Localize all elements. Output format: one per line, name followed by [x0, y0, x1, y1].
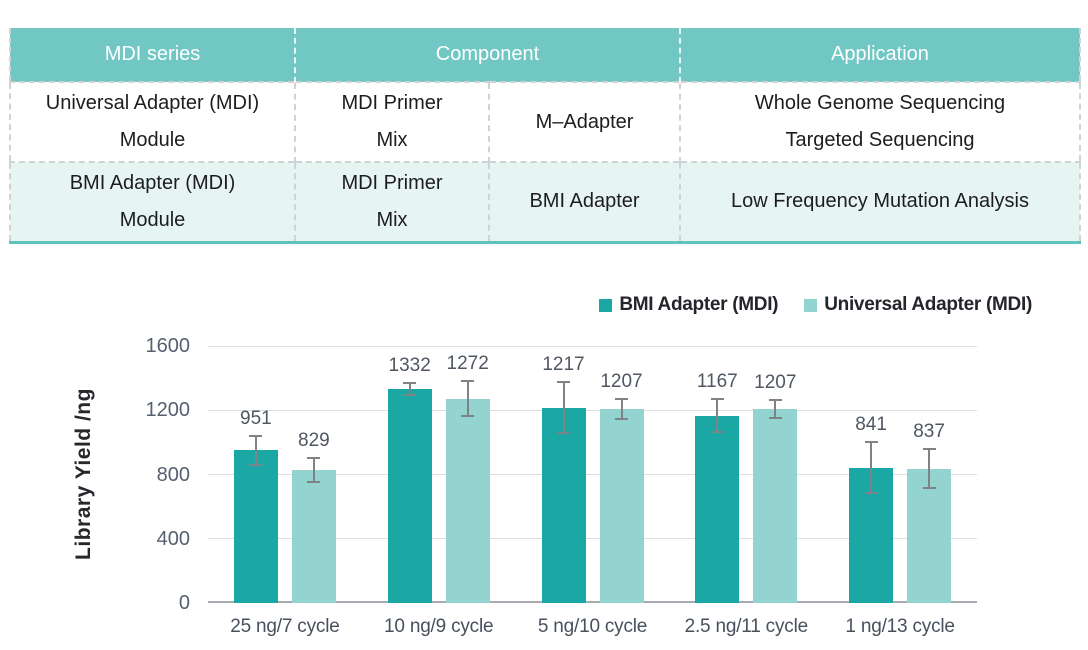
cell-series: BMI Adapter (MDI) Module [10, 161, 295, 242]
error-bar-cap [307, 480, 321, 483]
bar-value-label: 1207 [600, 370, 643, 392]
cell-component-1: MDI Primer Mix [294, 161, 489, 242]
error-bar-cap [557, 432, 570, 435]
bar [907, 468, 952, 603]
mdi-module-table: MDI series Component Application Univers… [9, 28, 1081, 244]
error-bar [928, 448, 931, 489]
error-bar-cap [864, 441, 878, 444]
y-tick-label: 1600 [145, 335, 191, 357]
header-mdi-series: MDI series [10, 28, 295, 82]
error-bar-cap [615, 397, 628, 400]
legend-label: BMI Adapter (MDI) [619, 294, 779, 315]
legend-swatch-icon [804, 298, 818, 312]
error-bar [562, 381, 565, 435]
x-tick-label: 2.5 ng/11 cycle [684, 616, 809, 637]
error-bar-cap [710, 431, 724, 434]
gridline [208, 474, 977, 475]
cell-component-2: BMI Adapter [488, 161, 680, 242]
bar [599, 409, 644, 603]
bar [387, 389, 432, 603]
table-header-row: MDI series Component Application [10, 28, 1080, 82]
plot-area: 951 829 1332 1272 1217 1207 1167 1207 841 837 [208, 345, 977, 603]
cell-component-2: M–Adapter [488, 81, 680, 162]
gridline [208, 409, 977, 411]
error-bar [620, 397, 623, 421]
x-axis-line [208, 601, 977, 603]
error-bar-cap [922, 448, 936, 451]
legend-swatch-icon [599, 298, 613, 312]
error-bar-cap [249, 434, 263, 437]
error-bar-cap [461, 380, 475, 383]
gridline [208, 538, 977, 540]
bar [233, 450, 278, 603]
bar-value-label: 841 [855, 414, 887, 436]
bar-value-label: 1217 [542, 354, 585, 376]
x-tick-label: 5 ng/10 cycle [537, 616, 648, 637]
error-bar-cap [864, 492, 878, 495]
y-tick-label: 400 [156, 527, 190, 550]
error-bar-cap [403, 394, 417, 397]
header-application: Application [679, 28, 1080, 82]
gridline [208, 345, 977, 347]
bar-value-label: 837 [913, 421, 945, 443]
bar-value-label: 1207 [754, 372, 797, 394]
error-bar-cap [557, 381, 570, 384]
cell-application: Whole Genome Sequencing Targeted Sequenc… [679, 81, 1080, 162]
legend-label: Universal Adapter (MDI) [824, 294, 1032, 315]
y-tick-label: 0 [178, 592, 190, 614]
header-component: Component [294, 28, 680, 82]
error-bar [774, 399, 777, 420]
error-bar-cap [615, 418, 628, 421]
bar-value-label: 951 [240, 407, 272, 429]
error-bar-cap [768, 417, 782, 420]
error-bar-cap [922, 486, 936, 489]
error-bar [466, 380, 469, 418]
error-bar-cap [461, 415, 475, 418]
legend-item: Universal Adapter (MDI) [804, 294, 1032, 316]
bar [291, 469, 336, 603]
error-bar-cap [768, 399, 782, 402]
cell-application: Low Frequency Mutation Analysis [679, 161, 1080, 242]
error-bar [870, 441, 873, 495]
x-tick-label: 1 ng/13 cycle [845, 616, 955, 637]
library-yield-bar-chart: BMI Adapter (MDI) Universal Adapter (MDI)… [0, 270, 1088, 650]
y-tick-label: 1200 [145, 399, 191, 422]
error-bar [408, 381, 411, 397]
error-bar [716, 397, 719, 434]
bar [445, 398, 490, 603]
y-tick-label: 800 [156, 463, 190, 486]
bar-value-label: 1272 [446, 353, 489, 375]
bar-value-label: 829 [298, 429, 330, 451]
x-tick-label: 10 ng/9 cycle [384, 616, 494, 637]
table-row: BMI Adapter (MDI) Module MDI Primer Mix … [10, 161, 1080, 242]
chart-legend: BMI Adapter (MDI) Universal Adapter (MDI) [599, 294, 1032, 316]
table-row: Universal Adapter (MDI) Module MDI Prime… [10, 81, 1080, 162]
legend-item: BMI Adapter (MDI) [599, 294, 779, 316]
error-bar [312, 456, 315, 483]
bar-value-label: 1332 [388, 354, 431, 376]
cell-component-1: MDI Primer Mix [294, 81, 489, 162]
bar [753, 409, 798, 603]
error-bar-cap [403, 381, 417, 384]
x-tick-label: 25 ng/7 cycle [230, 616, 340, 637]
error-bar-cap [710, 397, 724, 400]
bar [541, 407, 586, 603]
cell-series: Universal Adapter (MDI) Module [10, 81, 295, 162]
bar [695, 415, 740, 603]
error-bar-cap [249, 463, 263, 466]
error-bar-cap [307, 456, 321, 459]
error-bar [254, 434, 257, 466]
bar-value-label: 1167 [696, 370, 738, 392]
